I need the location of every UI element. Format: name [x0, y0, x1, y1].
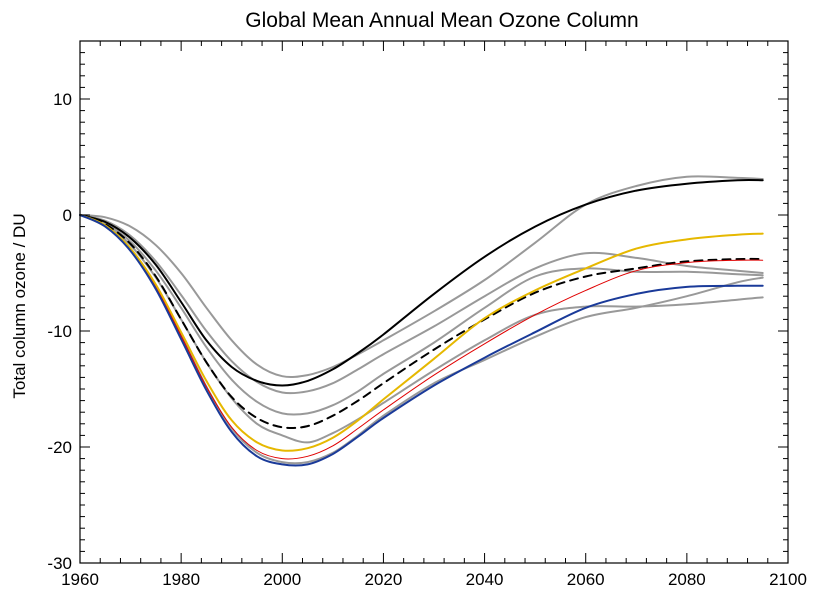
y-tick-label: 10	[53, 90, 72, 109]
x-tick-label: 2000	[263, 570, 301, 589]
axes-layer	[79, 40, 789, 564]
series-line-4	[79, 214, 764, 444]
y-tick-label: -20	[47, 438, 72, 457]
x-tick-label: 1980	[162, 570, 200, 589]
y-axis-label: Total column ozone / DU	[10, 213, 29, 398]
chart-title: Global Mean Annual Mean Ozone Column	[245, 9, 638, 32]
x-tick-label: 1960	[61, 570, 99, 589]
x-tick-label: 2020	[365, 570, 403, 589]
x-tick-label: 2080	[668, 570, 706, 589]
series-line-7	[79, 214, 764, 430]
plot-frame	[79, 40, 789, 564]
series-line-1	[79, 175, 764, 379]
y-tick-label: -10	[47, 322, 72, 341]
y-tick-label: -30	[47, 554, 72, 573]
x-tick-label: 2040	[466, 570, 504, 589]
series-line-9	[79, 214, 764, 452]
series-line-8	[79, 214, 764, 460]
x-tick-label: 2060	[567, 570, 605, 589]
series-line-2	[79, 214, 764, 395]
series-layer	[79, 175, 764, 467]
series-line-10	[79, 214, 764, 467]
series-line-6	[79, 178, 764, 387]
y-tick-label: 0	[63, 206, 72, 225]
ticks-layer: 1960 1980 2000 2020 2040 2060 2080 2100 -30 -20 -1…	[47, 40, 807, 589]
x-tick-label: 2100	[769, 570, 807, 589]
series-line-3	[79, 214, 764, 416]
